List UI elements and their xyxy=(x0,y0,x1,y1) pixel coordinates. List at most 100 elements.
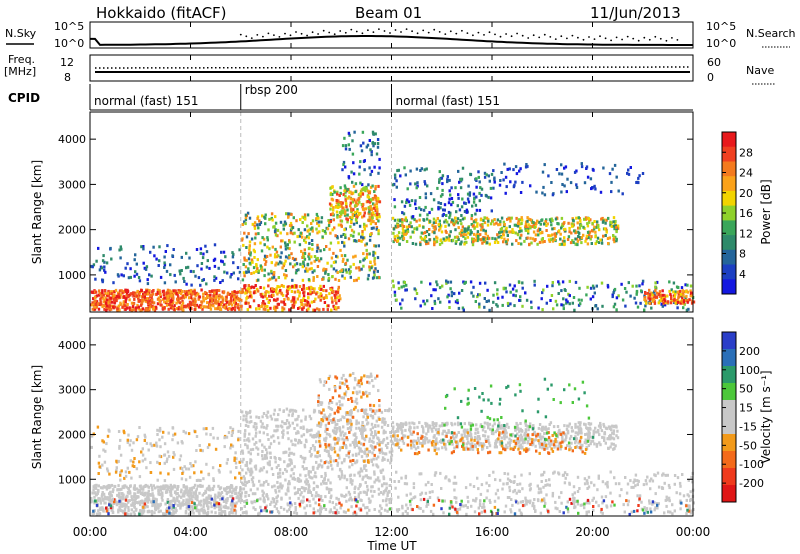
heatmap-cell xyxy=(430,294,433,298)
heatmap-cell xyxy=(280,251,283,255)
heatmap-cell xyxy=(684,283,687,287)
heatmap-cell xyxy=(298,439,301,443)
heatmap-cell xyxy=(171,306,175,310)
heatmap-cell xyxy=(243,274,246,278)
heatmap-cell xyxy=(294,271,298,275)
heatmap-cell xyxy=(446,180,449,184)
heatmap-cell xyxy=(329,496,332,500)
heatmap-cell xyxy=(145,498,149,502)
heatmap-cell xyxy=(383,417,386,421)
heatmap-cell xyxy=(329,241,333,245)
heatmap-cell xyxy=(126,440,129,444)
heatmap-cell xyxy=(379,491,383,494)
heatmap-cell xyxy=(140,301,144,305)
heatmap-cell xyxy=(369,173,372,177)
heatmap-cell xyxy=(126,438,129,442)
heatmap-cell xyxy=(362,258,365,262)
heatmap-cell xyxy=(452,223,456,227)
colorbar-swatch xyxy=(722,176,736,192)
heatmap-cell xyxy=(106,469,110,473)
heatmap-cell xyxy=(315,217,318,221)
heatmap-cell xyxy=(319,249,322,253)
heatmap-cell xyxy=(373,244,376,248)
heatmap-cell xyxy=(323,448,327,452)
heatmap-cell xyxy=(253,256,256,259)
heatmap-cell xyxy=(299,426,302,430)
heatmap-cell xyxy=(496,292,499,296)
heatmap-cell xyxy=(352,208,355,212)
nsearch-dot xyxy=(521,34,524,37)
heatmap-cell xyxy=(220,259,223,263)
heatmap-cell xyxy=(202,511,206,515)
heatmap-cell xyxy=(465,240,468,244)
nsearch-dot xyxy=(615,36,618,39)
heatmap-cell xyxy=(188,296,191,300)
heatmap-cell xyxy=(106,306,109,310)
heatmap-cell xyxy=(342,241,346,245)
heatmap-cell xyxy=(288,286,292,290)
heatmap-cell xyxy=(288,224,292,227)
heatmap-cell xyxy=(375,205,379,209)
heatmap-cell xyxy=(302,467,306,471)
heatmap-cell xyxy=(224,299,228,302)
heatmap-cell xyxy=(195,496,198,500)
heatmap-cell xyxy=(369,414,372,418)
heatmap-cell xyxy=(181,300,184,303)
heatmap-cell xyxy=(156,460,159,464)
heatmap-cell xyxy=(234,476,237,480)
heatmap-cell xyxy=(192,511,195,515)
heatmap-cell xyxy=(371,216,374,220)
heatmap-cell xyxy=(663,303,667,307)
heatmap-cell xyxy=(324,423,328,427)
heatmap-cell xyxy=(259,221,263,224)
heatmap-cell xyxy=(207,488,211,492)
nsearch-dot xyxy=(505,33,507,35)
heatmap-cell xyxy=(153,254,156,258)
heatmap-cell xyxy=(187,291,191,295)
heatmap-cell xyxy=(182,484,185,487)
heatmap-cell xyxy=(311,444,315,448)
heatmap-cell xyxy=(111,290,114,294)
heatmap-cell xyxy=(282,432,285,436)
heatmap-cell xyxy=(685,294,688,298)
heatmap-cell xyxy=(173,432,177,436)
heatmap-cell xyxy=(173,291,176,295)
heatmap-cell xyxy=(110,257,113,261)
heatmap-cell xyxy=(286,232,289,236)
heatmap-cell xyxy=(523,239,526,243)
heatmap-cell xyxy=(147,485,150,489)
heatmap-cell xyxy=(174,502,177,506)
heatmap-cell xyxy=(576,221,579,225)
heatmap-cell xyxy=(162,484,165,488)
heatmap-cell xyxy=(350,498,354,502)
nave-tick-top: 60 xyxy=(707,56,721,69)
heatmap-cell xyxy=(483,297,486,300)
heatmap-cell xyxy=(123,508,127,512)
heatmap-cell xyxy=(345,499,348,503)
heatmap-cell xyxy=(287,212,290,216)
heatmap-cell xyxy=(445,279,448,283)
heatmap-cell xyxy=(253,224,256,228)
heatmap-cell xyxy=(353,491,356,494)
heatmap-cell xyxy=(485,194,488,198)
nsearch-dot xyxy=(466,32,469,34)
heatmap-cell xyxy=(690,291,693,295)
heatmap-cell xyxy=(282,507,286,511)
heatmap-cell xyxy=(189,290,192,294)
heatmap-cell xyxy=(108,492,111,496)
heatmap-cell xyxy=(568,226,571,230)
nsearch-dot xyxy=(361,32,364,35)
heatmap-cell xyxy=(101,508,105,512)
heatmap-cell xyxy=(275,298,278,302)
heatmap-cell xyxy=(115,466,118,470)
heatmap-cell xyxy=(499,179,502,182)
heatmap-cell xyxy=(381,499,385,503)
heatmap-cell xyxy=(384,443,388,447)
nsearch-dot xyxy=(671,37,673,39)
heatmap-cell xyxy=(535,190,538,194)
heatmap-cell xyxy=(512,293,515,297)
heatmap-cell xyxy=(530,221,534,224)
heatmap-cell xyxy=(554,234,557,238)
heatmap-cell xyxy=(149,493,153,497)
heatmap-cell xyxy=(369,222,373,226)
